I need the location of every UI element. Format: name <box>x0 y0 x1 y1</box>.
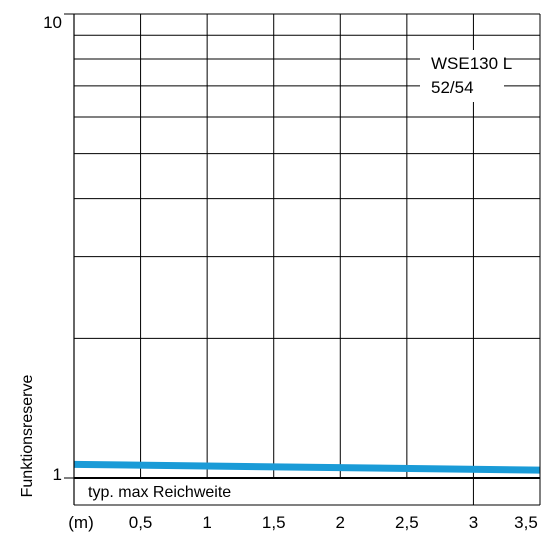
range-label: typ. max Reichweite <box>88 484 231 501</box>
y-tick-label-10: 10 <box>43 13 62 32</box>
x-tick-label: 0,5 <box>129 513 153 532</box>
x-tick-label: 1 <box>202 513 211 532</box>
annotation-line-2: 52/54 <box>431 78 474 97</box>
y-axis-label: Funktionsreserve <box>19 375 36 498</box>
x-tick-label: 2,5 <box>395 513 419 532</box>
annotation-line-1: WSE130 L <box>431 54 512 73</box>
series-layer <box>74 464 540 470</box>
series-line <box>74 464 540 470</box>
x-axis-unit-label: (m) <box>68 513 93 532</box>
x-tick-label: 2 <box>336 513 345 532</box>
y-tick-label-1: 1 <box>53 465 62 484</box>
x-tick-label: 1,5 <box>262 513 286 532</box>
x-tick-label: 3,5 <box>514 513 538 532</box>
x-tick-labels: 0,5 1 1,5 2 2,5 3 3,5 <box>129 513 538 532</box>
x-tick-label: 3 <box>469 513 478 532</box>
